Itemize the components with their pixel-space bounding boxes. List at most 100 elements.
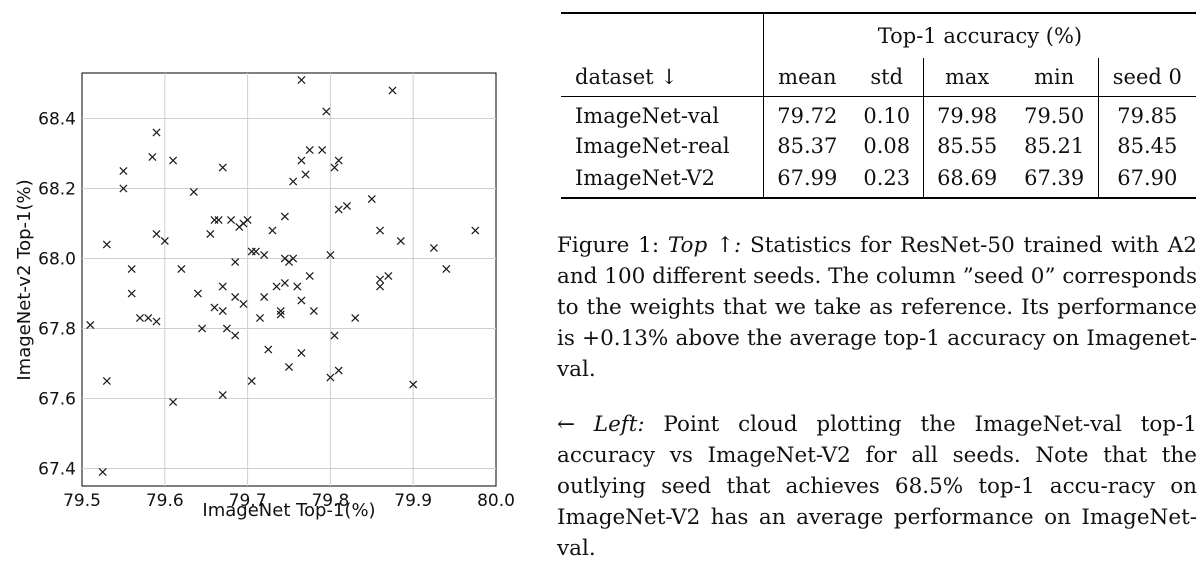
data-point <box>272 282 281 291</box>
figure-caption: Figure 1: Top ↑: Statistics for ResNet-5… <box>557 230 1197 385</box>
data-point <box>442 264 451 274</box>
data-point <box>169 156 178 165</box>
y-tick-label: 67.8 <box>38 320 76 340</box>
y-tick-label: 68.2 <box>38 180 76 200</box>
data-point <box>135 313 144 323</box>
x-tick-labels: 79.5 79.6 79.7 79.8 79.9 80.0 <box>63 491 515 511</box>
data-point <box>119 184 128 193</box>
x-tick-label: 79.5 <box>63 491 101 511</box>
caption-text: Statistics for ResNet-50 trained with A2… <box>557 233 1197 382</box>
scatter-chart: 79.5 79.6 79.7 79.8 79.9 80.0 67.4 67.6 67.8 68.… <box>14 72 515 521</box>
data-point <box>177 264 186 274</box>
grid <box>82 73 496 486</box>
data-point <box>297 348 306 358</box>
data-point <box>376 226 385 235</box>
data-point <box>471 226 480 235</box>
table-cell: 79.50 <box>1024 104 1085 128</box>
data-point <box>127 264 136 274</box>
y-axis-label: ImageNet-v2 Top-1(%) <box>14 179 35 380</box>
data-point <box>210 303 219 312</box>
data-point <box>334 366 343 375</box>
data-point <box>243 215 252 225</box>
table-cell: 67.99 <box>762 161 851 199</box>
x-tick-label: 79.6 <box>146 491 184 511</box>
data-point <box>102 376 111 386</box>
data-point <box>276 306 285 316</box>
data-point <box>239 299 248 309</box>
col-header-min: min <box>1010 58 1099 97</box>
data-point <box>98 467 107 477</box>
data-point <box>297 156 306 165</box>
data-point <box>255 313 265 323</box>
data-point <box>289 254 298 263</box>
y-tick-label: 67.4 <box>38 460 76 480</box>
data-point <box>193 289 202 298</box>
data-point <box>198 324 207 333</box>
x-tick-label: 79.7 <box>229 491 267 511</box>
data-point <box>268 226 277 235</box>
table-cell: ImageNet-val <box>575 104 720 128</box>
data-point <box>326 250 335 260</box>
x-axis-label: ImageNet Top-1(%) <box>202 500 375 521</box>
data-points <box>86 75 480 477</box>
y-tick-label: 68.4 <box>38 110 76 130</box>
data-point <box>309 306 318 316</box>
table-cell: ImageNet-real <box>575 134 730 158</box>
data-point <box>322 107 331 116</box>
x-tick-label: 79.9 <box>394 491 432 511</box>
table-row: ImageNet-val 79.72 0.10 79.98 79.50 79.8… <box>561 96 1196 131</box>
col-header-seed0: seed 0 <box>1097 58 1196 97</box>
table-cell: 85.37 <box>762 131 851 161</box>
data-point <box>152 229 161 239</box>
table-cell: 79.72 <box>762 96 851 131</box>
table-cell: 68.69 <box>922 161 1011 199</box>
data-point <box>351 313 360 323</box>
data-point <box>330 163 339 172</box>
data-point <box>152 317 161 326</box>
table-cell: ImageNet-V2 <box>561 161 764 199</box>
data-point <box>227 215 236 225</box>
data-point <box>342 201 351 211</box>
data-point <box>218 390 227 400</box>
data-point <box>86 320 95 330</box>
data-point <box>280 212 289 221</box>
data-point <box>260 292 269 302</box>
data-point <box>330 331 339 340</box>
statistics-table: Top-1 accuracy (%) dataset ↓ mean std ma… <box>561 12 1196 199</box>
data-point <box>301 170 310 179</box>
data-point <box>251 247 260 256</box>
table-header-group-row: Top-1 accuracy (%) <box>561 12 1196 58</box>
data-point <box>189 187 198 197</box>
data-point <box>326 373 335 382</box>
data-point <box>334 205 343 214</box>
data-point <box>284 362 294 372</box>
y-tick-label: 67.6 <box>38 390 76 410</box>
data-point <box>376 282 385 291</box>
data-point <box>127 289 136 298</box>
table-cell: 67.39 <box>1010 161 1099 199</box>
plot-area <box>81 72 497 487</box>
table-header-group: Top-1 accuracy (%) <box>762 12 1196 58</box>
data-point <box>384 271 393 281</box>
table-cell: 0.10 <box>863 104 911 128</box>
data-point <box>293 282 302 291</box>
table-cell: 67.90 <box>1097 161 1196 199</box>
data-point <box>160 236 169 246</box>
caption-lead: Figure 1: <box>557 233 668 258</box>
data-point <box>276 310 285 319</box>
y-tick-label: 68.0 <box>38 250 76 270</box>
data-point <box>289 177 298 186</box>
data-point <box>318 145 327 155</box>
y-tick-labels: 67.4 67.6 67.8 68.0 68.2 68.4 <box>38 110 76 480</box>
data-point <box>206 229 215 239</box>
x-tick-label: 80.0 <box>477 491 515 511</box>
data-point <box>429 243 438 253</box>
col-header-mean: mean <box>762 58 851 97</box>
data-point <box>247 376 256 386</box>
data-point <box>102 240 111 249</box>
caption-left-text: Point cloud plotting the ImageNet-val to… <box>557 412 1197 561</box>
table-header-empty <box>561 12 764 58</box>
data-point <box>169 397 178 407</box>
data-point <box>297 75 306 85</box>
table-row: ImageNet-V2 67.99 0.23 68.69 67.39 67.90 <box>561 161 1196 199</box>
